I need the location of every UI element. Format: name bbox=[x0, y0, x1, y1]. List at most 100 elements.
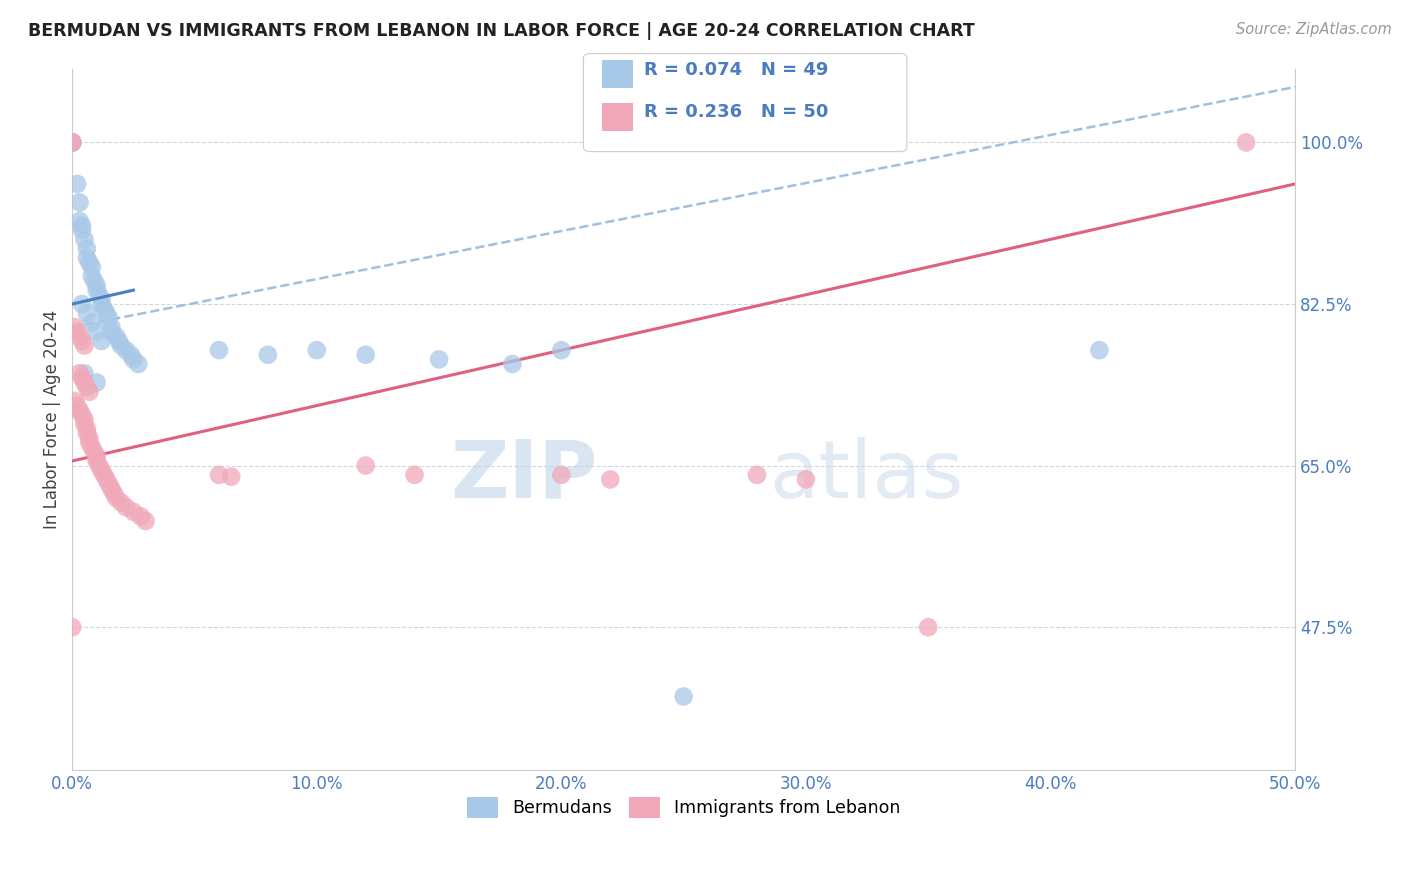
Point bbox=[69, 195, 91, 210]
Point bbox=[79, 435, 101, 450]
Point bbox=[76, 306, 98, 320]
Point bbox=[917, 620, 939, 634]
Point bbox=[76, 426, 98, 441]
Point bbox=[257, 348, 280, 362]
Point bbox=[599, 473, 621, 487]
Point bbox=[76, 380, 98, 394]
Point bbox=[672, 690, 695, 704]
Point bbox=[70, 408, 93, 422]
Point bbox=[219, 469, 242, 483]
Point bbox=[97, 310, 120, 325]
Point bbox=[69, 214, 91, 228]
Point bbox=[208, 467, 231, 482]
Text: R = 0.236   N = 50: R = 0.236 N = 50 bbox=[644, 103, 828, 121]
Point bbox=[90, 293, 112, 307]
Point bbox=[501, 357, 523, 371]
Point bbox=[1088, 343, 1111, 358]
Text: atlas: atlas bbox=[769, 436, 963, 515]
Point bbox=[97, 477, 120, 491]
Point bbox=[103, 486, 125, 500]
Point bbox=[427, 352, 450, 367]
Point bbox=[69, 366, 91, 380]
Point bbox=[70, 297, 93, 311]
Point bbox=[60, 136, 83, 150]
Point bbox=[90, 334, 112, 348]
Point bbox=[79, 255, 101, 269]
Point bbox=[80, 440, 103, 454]
Point bbox=[127, 357, 149, 371]
Point bbox=[73, 417, 96, 431]
Point bbox=[79, 384, 101, 399]
Point bbox=[93, 467, 115, 482]
Point bbox=[129, 509, 152, 524]
Point bbox=[73, 338, 96, 352]
Point bbox=[404, 467, 426, 482]
Point bbox=[120, 348, 142, 362]
Y-axis label: In Labor Force | Age 20-24: In Labor Force | Age 20-24 bbox=[44, 310, 60, 529]
Point bbox=[86, 325, 108, 339]
Point bbox=[60, 136, 83, 150]
Point bbox=[70, 219, 93, 233]
Point bbox=[86, 376, 108, 390]
Point bbox=[550, 467, 572, 482]
Point bbox=[110, 495, 132, 509]
Point bbox=[305, 343, 328, 358]
Point bbox=[76, 251, 98, 265]
Point bbox=[60, 136, 83, 150]
Point bbox=[66, 177, 89, 191]
Point bbox=[70, 371, 93, 385]
Point bbox=[93, 301, 115, 316]
Point bbox=[89, 458, 111, 473]
Point bbox=[100, 325, 122, 339]
Point bbox=[86, 450, 108, 464]
Point bbox=[550, 343, 572, 358]
Point bbox=[60, 620, 83, 634]
Point bbox=[69, 329, 91, 343]
Point bbox=[1234, 136, 1257, 150]
Point bbox=[90, 463, 112, 477]
Point bbox=[115, 500, 138, 515]
Point bbox=[122, 505, 145, 519]
Point bbox=[86, 278, 108, 293]
Point bbox=[354, 458, 377, 473]
Point bbox=[63, 320, 86, 334]
Point bbox=[83, 444, 105, 458]
Point bbox=[70, 223, 93, 237]
Point bbox=[96, 306, 118, 320]
Point bbox=[122, 352, 145, 367]
Point bbox=[107, 334, 129, 348]
Text: Source: ZipAtlas.com: Source: ZipAtlas.com bbox=[1236, 22, 1392, 37]
Point bbox=[100, 482, 122, 496]
Text: ZIP: ZIP bbox=[451, 436, 598, 515]
Point bbox=[86, 454, 108, 468]
Point bbox=[86, 283, 108, 297]
Text: R = 0.074   N = 49: R = 0.074 N = 49 bbox=[644, 61, 828, 78]
Point bbox=[745, 467, 768, 482]
Point bbox=[80, 269, 103, 284]
Point bbox=[73, 366, 96, 380]
Point bbox=[63, 394, 86, 409]
Point bbox=[76, 242, 98, 256]
Point bbox=[66, 325, 89, 339]
Point bbox=[794, 473, 817, 487]
Point bbox=[83, 274, 105, 288]
Point bbox=[208, 343, 231, 358]
Point bbox=[90, 297, 112, 311]
Point bbox=[110, 338, 132, 352]
Point bbox=[89, 287, 111, 301]
Point bbox=[70, 334, 93, 348]
Point bbox=[80, 316, 103, 330]
Point bbox=[354, 348, 377, 362]
Point bbox=[80, 260, 103, 274]
Point bbox=[105, 329, 128, 343]
Point bbox=[60, 136, 83, 150]
Point bbox=[79, 431, 101, 445]
Point bbox=[73, 412, 96, 426]
Point bbox=[69, 403, 91, 417]
Point bbox=[115, 343, 138, 358]
Point bbox=[66, 399, 89, 413]
Point bbox=[76, 422, 98, 436]
Point bbox=[60, 136, 83, 150]
Point bbox=[73, 232, 96, 246]
Point bbox=[135, 514, 157, 528]
